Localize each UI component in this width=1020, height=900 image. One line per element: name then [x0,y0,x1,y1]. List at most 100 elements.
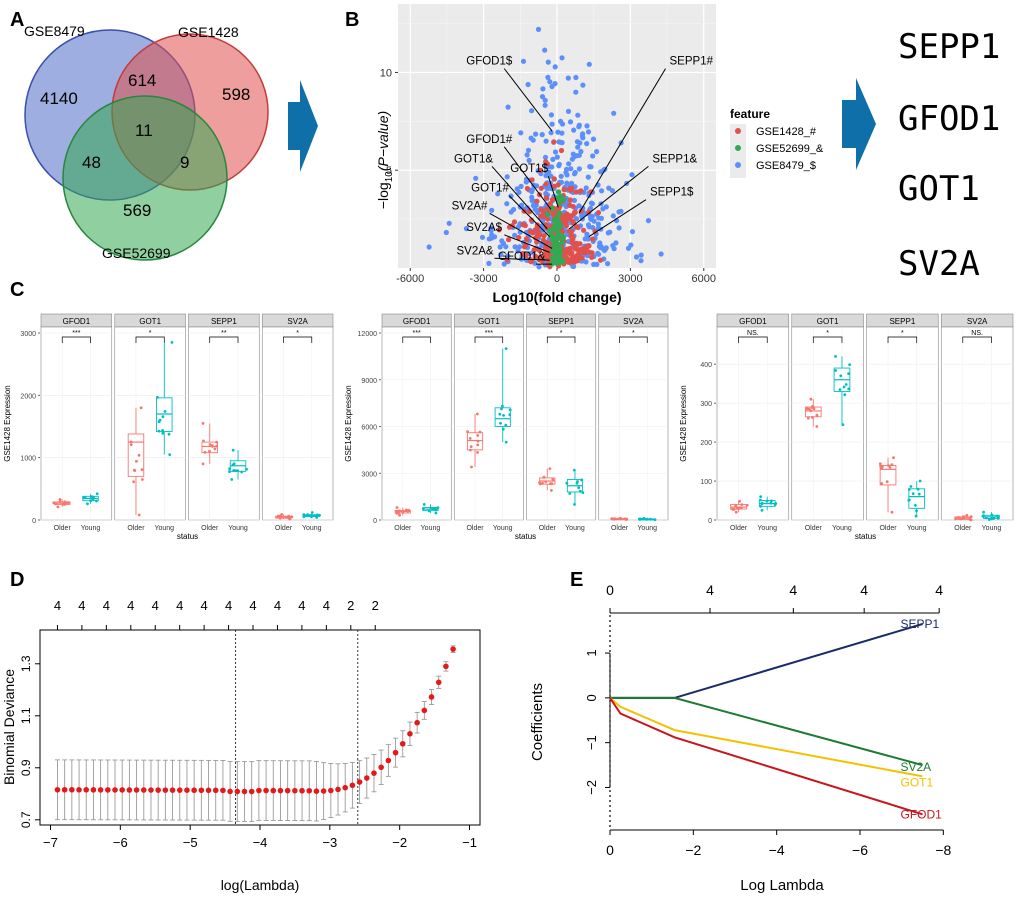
volcano-point-gse1428 [533,235,539,241]
lasso-path-label-got1: GOT1 [901,775,934,789]
volcano-point-gse8479 [512,244,518,250]
volcano-annotation-leader [504,234,550,253]
boxplot-point [310,515,313,519]
volcano-point-gse8479 [505,104,511,110]
boxplot-point [914,504,917,507]
boxplot-point [476,439,480,443]
volcano-point-gse1428 [551,176,557,182]
boxplot-y-tick-label: 0 [32,518,36,525]
lasso-cv-x-axis-title: log(Lambda) [221,877,300,893]
boxplot-y-tick-label: 2000 [20,393,36,400]
volcano-point-gse1428 [540,237,547,243]
boxplot-x-axis-title: status [855,532,876,541]
volcano-point-gse8479 [633,254,640,260]
boxplot-point [287,514,290,518]
volcano-point-gse1428 [543,195,550,201]
boxplot-point [581,491,585,494]
boxplot-point [996,516,1000,520]
volcano-point-gse8479 [610,213,616,219]
lasso-cv-top-label: 4 [225,598,232,613]
boxplot-point [745,503,749,507]
boxplot-point [550,482,554,485]
boxplot-point [809,409,813,413]
boxplot-point [310,511,314,514]
boxplot-point [811,404,815,408]
boxplot-significance-label: *** [413,330,421,337]
volcano-plot: GFOD1$ SEPP1# SEPP1&SEPP1$ GFOD1# GOT1&GOT1$… [375,4,824,305]
volcano-point-gse8479 [559,121,566,127]
lasso-path-x-tick-label: −4 [769,842,785,858]
volcano-point-gse52699 [544,211,551,217]
boxplot-significance-label: NS. [971,330,983,337]
boxplot-point [228,467,232,471]
boxplot-point [638,517,641,521]
boxplot-x-tick-label: Older [539,525,557,532]
volcano-annotation-label: SEPP1# [670,56,714,68]
lasso-cv-point [392,749,399,756]
volcano-point-gse8479 [564,180,570,186]
volcano-point-gse8479 [584,123,590,129]
volcano-point-gse1428 [568,233,574,239]
volcano-point-gse8479 [588,205,594,211]
boxplot-point [982,510,985,514]
lasso-cv-top-label: 4 [152,598,159,613]
volcano-point-gse8479 [616,225,622,231]
boxplot-x-tick-label: Young [302,525,322,532]
venn-count-all-three: 11 [135,121,153,140]
lasso-cv-point [90,787,97,793]
boxplot-point [625,517,629,521]
volcano-point-gse52699 [556,210,563,216]
lasso-cv-point [414,719,420,726]
gene-list-item-gfod1: GFOD1 [898,99,1000,139]
lasso-cv-x-tick-label: −5 [183,835,198,850]
volcano-point-gse1428 [581,245,587,252]
volcano-legend-label-gse1428: GSE1428_# [756,126,817,138]
volcano-point-gse8479 [501,261,507,267]
volcano-point-gse52699 [552,257,558,264]
lasso-cv-point [421,707,428,714]
volcano-point-gse1428 [566,228,572,234]
volcano-point-gse8479 [542,47,548,53]
volcano-point-gse8479 [611,110,617,116]
boxplot-significance-label: * [632,330,635,337]
boxplot-y-tick-label: 3000 [20,331,36,338]
volcano-annotation-leader [508,195,551,238]
volcano-point-gse8479 [443,229,449,236]
boxplot-facet-panel [866,326,939,521]
boxplot-significance-label: * [149,330,152,337]
lasso-path-top-label: 4 [860,582,868,598]
volcano-point-gse8479 [574,139,581,145]
boxplot-point [759,504,762,508]
boxplot-box [156,397,173,432]
boxplot-point [760,508,764,512]
volcano-point-gse8479 [497,244,503,250]
boxplot-facet-panel [716,326,790,521]
volcano-y-axis-title-prefix: −log [375,182,391,209]
volcano-point-gse1428 [516,234,522,241]
volcano-y-axis-title: −log10(P−value) [375,111,395,209]
boxplot-box [201,441,218,454]
lasso-cv-point [248,788,255,795]
boxplot-facet-panel [598,326,669,521]
volcano-point-gse8479 [555,129,561,135]
volcano-point-gse8479 [576,124,582,130]
boxplot-point [815,413,819,417]
boxplot-point [890,463,894,466]
boxplot-point [914,514,918,518]
volcano-point-gse8479 [516,189,522,195]
lasso-cv-point [306,787,313,794]
volcano-point-gse8479 [549,121,555,127]
volcano-point-gse1428 [572,242,579,248]
boxplot-point [623,517,627,521]
boxplot-point [957,516,960,519]
volcano-point-gse8479 [549,83,555,90]
boxplot-point [954,517,957,521]
volcano-point-gse52699 [559,233,565,240]
boxplot-point [653,518,657,522]
volcano-point-gse1428 [520,251,526,257]
volcano-point-gse1428 [568,259,574,265]
boxplot-point [918,479,922,483]
boxplot-point [915,509,918,513]
boxplot-point [422,503,426,506]
boxplot-point [551,478,555,481]
